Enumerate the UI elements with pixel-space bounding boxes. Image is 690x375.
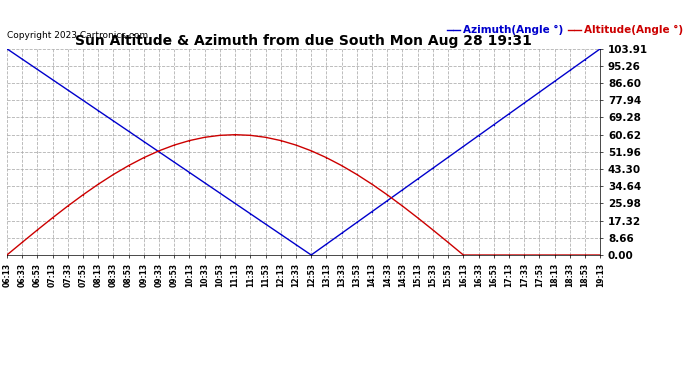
Azimuth(Angle °): [490, 123, 498, 127]
Altitude(Angle °): [566, 253, 574, 257]
Azimuth(Angle °): [551, 79, 559, 84]
Altitude(Angle °): [307, 148, 315, 153]
Altitude(Angle °): [413, 216, 422, 220]
Altitude(Angle °): [398, 204, 406, 208]
Altitude(Angle °): [337, 164, 346, 168]
Azimuth(Angle °): [398, 188, 406, 192]
Altitude(Angle °): [231, 132, 239, 137]
Azimuth(Angle °): [322, 242, 331, 246]
Azimuth(Angle °): [186, 170, 194, 175]
Azimuth(Angle °): [277, 232, 285, 237]
Altitude(Angle °): [368, 182, 376, 186]
Azimuth(Angle °): [231, 201, 239, 206]
Altitude(Angle °): [383, 193, 391, 197]
Azimuth(Angle °): [413, 177, 422, 181]
Azimuth(Angle °): [3, 46, 11, 51]
Azimuth(Angle °): [94, 108, 102, 113]
Text: Copyright 2023 Cartronics.com: Copyright 2023 Cartronics.com: [7, 32, 148, 40]
Azimuth(Angle °): [48, 78, 57, 82]
Altitude(Angle °): [262, 135, 270, 140]
Altitude(Angle °): [33, 228, 41, 232]
Altitude(Angle °): [428, 228, 437, 232]
Altitude(Angle °): [292, 143, 300, 147]
Altitude(Angle °): [79, 193, 87, 197]
Altitude(Angle °): [353, 172, 361, 177]
Altitude(Angle °): [277, 138, 285, 143]
Azimuth(Angle °): [170, 160, 179, 165]
Altitude(Angle °): [490, 253, 498, 257]
Azimuth(Angle °): [475, 134, 483, 138]
Title: Sun Altitude & Azimuth from due South Mon Aug 28 19:31: Sun Altitude & Azimuth from due South Mo…: [75, 34, 532, 48]
Altitude(Angle °): [475, 253, 483, 257]
Azimuth(Angle °): [520, 101, 529, 105]
Azimuth(Angle °): [109, 118, 117, 123]
Altitude(Angle °): [48, 216, 57, 220]
Azimuth(Angle °): [428, 166, 437, 170]
Altitude(Angle °): [505, 253, 513, 257]
Azimuth(Angle °): [124, 129, 132, 134]
Altitude(Angle °): [535, 253, 544, 257]
Azimuth(Angle °): [79, 98, 87, 103]
Altitude(Angle °): [3, 253, 11, 257]
Azimuth(Angle °): [566, 68, 574, 73]
Altitude(Angle °): [170, 143, 179, 147]
Line: Azimuth(Angle °): Azimuth(Angle °): [6, 47, 602, 256]
Azimuth(Angle °): [262, 222, 270, 226]
Line: Altitude(Angle °): Altitude(Angle °): [6, 133, 602, 256]
Azimuth(Angle °): [337, 231, 346, 236]
Azimuth(Angle °): [216, 191, 224, 195]
Azimuth(Angle °): [63, 88, 72, 92]
Altitude(Angle °): [581, 253, 589, 257]
Altitude(Angle °): [186, 138, 194, 143]
Azimuth(Angle °): [460, 144, 468, 149]
Altitude(Angle °): [94, 182, 102, 186]
Azimuth(Angle °): [383, 198, 391, 203]
Azimuth(Angle °): [201, 181, 209, 185]
Altitude(Angle °): [139, 155, 148, 160]
Azimuth(Angle °): [33, 67, 41, 72]
Azimuth(Angle °): [368, 209, 376, 214]
Azimuth(Angle °): [155, 150, 164, 154]
Altitude(Angle °): [551, 253, 559, 257]
Azimuth(Angle °): [292, 243, 300, 247]
Altitude(Angle °): [520, 253, 529, 257]
Legend: Azimuth(Angle °), Altitude(Angle °): Azimuth(Angle °), Altitude(Angle °): [443, 21, 687, 39]
Azimuth(Angle °): [139, 140, 148, 144]
Altitude(Angle °): [444, 240, 452, 244]
Azimuth(Angle °): [353, 220, 361, 225]
Azimuth(Angle °): [596, 46, 604, 51]
Altitude(Angle °): [322, 155, 331, 160]
Altitude(Angle °): [596, 253, 604, 257]
Altitude(Angle °): [216, 133, 224, 138]
Altitude(Angle °): [18, 240, 26, 244]
Altitude(Angle °): [246, 133, 255, 138]
Altitude(Angle °): [155, 148, 164, 153]
Azimuth(Angle °): [505, 112, 513, 116]
Altitude(Angle °): [109, 172, 117, 177]
Altitude(Angle °): [63, 204, 72, 208]
Azimuth(Angle °): [18, 57, 26, 62]
Azimuth(Angle °): [246, 211, 255, 216]
Altitude(Angle °): [201, 135, 209, 140]
Azimuth(Angle °): [444, 155, 452, 159]
Azimuth(Angle °): [581, 57, 589, 62]
Altitude(Angle °): [124, 164, 132, 168]
Azimuth(Angle °): [307, 253, 315, 257]
Azimuth(Angle °): [535, 90, 544, 94]
Altitude(Angle °): [460, 253, 468, 257]
